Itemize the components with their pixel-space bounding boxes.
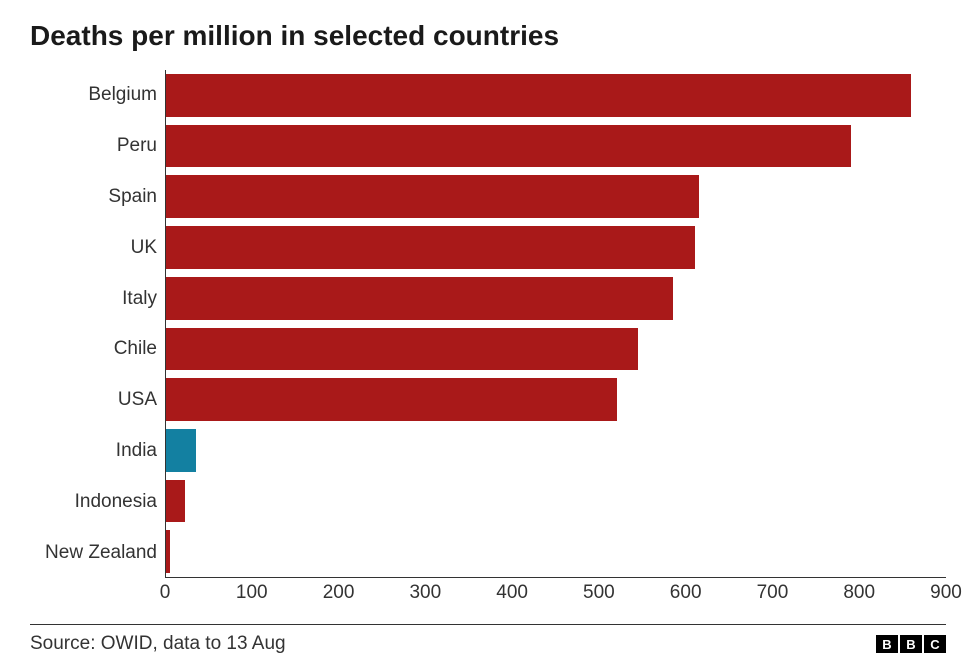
bar [166,226,695,269]
bar-row [166,273,946,324]
plot-area [165,70,946,578]
bar [166,175,699,218]
bar [166,328,638,371]
x-axis-tick: 900 [930,582,962,604]
bar [166,530,170,573]
x-axis-tick: 400 [496,582,528,604]
x-axis-tick: 200 [323,582,355,604]
bbc-logo: BBC [876,635,946,653]
y-axis-label: Chile [30,324,157,375]
bar [166,378,617,421]
bbc-logo-box: B [900,635,922,653]
bar [166,74,911,117]
y-axis-label: USA [30,375,157,426]
chart-container: Deaths per million in selected countries… [0,0,976,670]
x-axis-tick: 300 [409,582,441,604]
bar [166,429,196,472]
y-axis-label: Indonesia [30,476,157,527]
x-axis-tick: 600 [670,582,702,604]
source-text: Source: OWID, data to 13 Aug [30,633,286,655]
y-axis-label: Spain [30,172,157,223]
bar [166,125,851,168]
bar [166,277,673,320]
y-axis-label: Peru [30,121,157,172]
bar-row [166,374,946,425]
bar-row [166,526,946,577]
y-axis-label: UK [30,222,157,273]
y-axis-labels: BelgiumPeruSpainUKItalyChileUSAIndiaIndo… [30,70,165,578]
bar [166,480,185,523]
bar-row [166,425,946,476]
x-axis-tick: 100 [236,582,268,604]
x-axis-tick: 800 [843,582,875,604]
y-axis-label: New Zealand [30,527,157,578]
bar-row [166,70,946,121]
y-axis-label: Belgium [30,70,157,121]
chart-title: Deaths per million in selected countries [30,20,946,52]
bar-row [166,171,946,222]
bar-row [166,222,946,273]
x-axis-tick: 0 [160,582,171,604]
bars-group [166,70,946,577]
y-axis-label: India [30,426,157,477]
bar-row [166,324,946,375]
chart-area: BelgiumPeruSpainUKItalyChileUSAIndiaIndo… [30,70,946,578]
x-axis: 0100200300400500600700800900 [30,582,946,606]
y-axis-label: Italy [30,273,157,324]
x-axis-ticks: 0100200300400500600700800900 [165,582,946,606]
bar-row [166,121,946,172]
bbc-logo-box: C [924,635,946,653]
x-axis-tick: 500 [583,582,615,604]
x-axis-tick: 700 [757,582,789,604]
bar-row [166,476,946,527]
x-axis-spacer [30,582,165,606]
chart-footer: Source: OWID, data to 13 Aug BBC [30,624,946,655]
bbc-logo-box: B [876,635,898,653]
